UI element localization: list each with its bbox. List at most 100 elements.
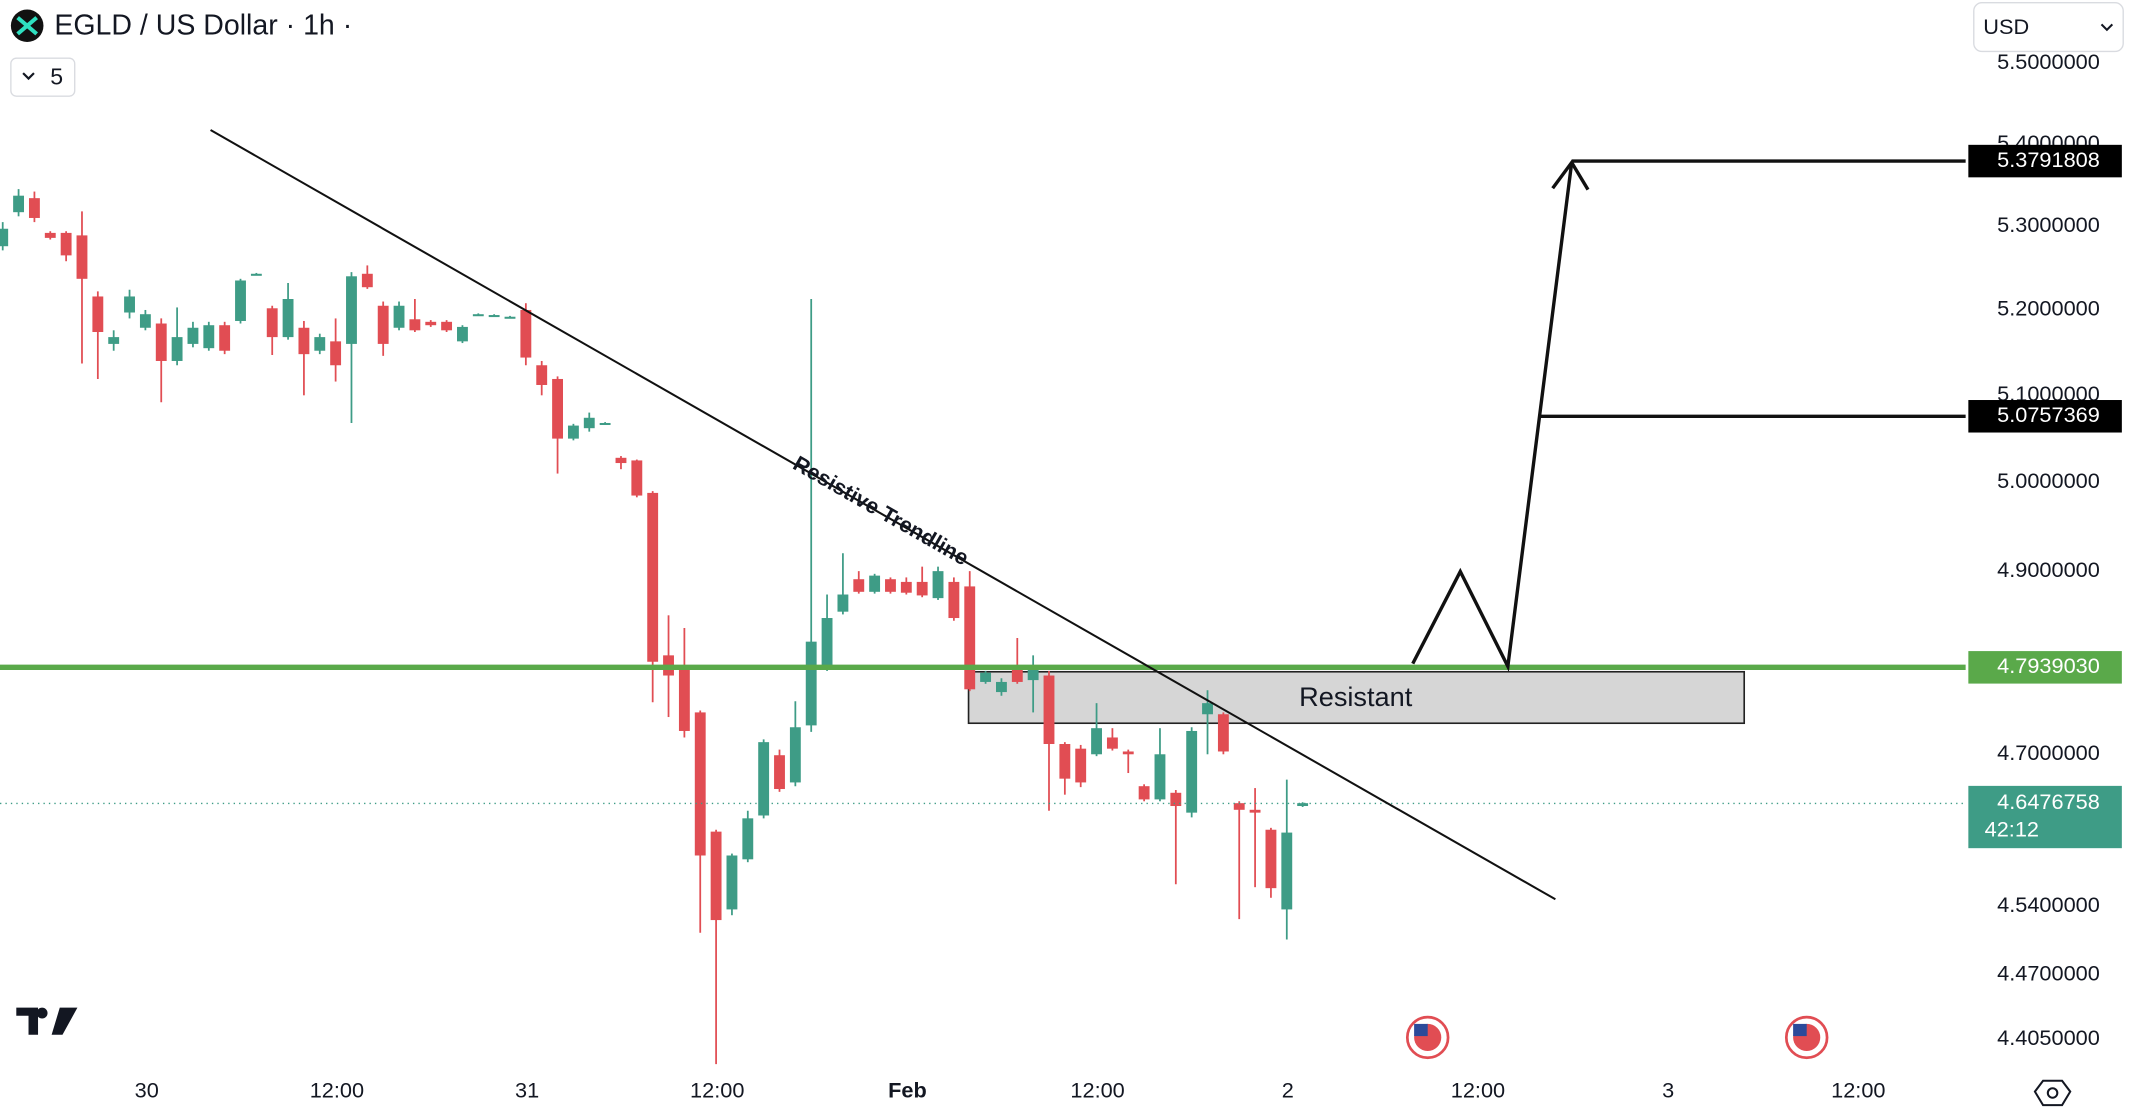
- candle-body: [0, 228, 9, 247]
- candle-body: [488, 315, 500, 318]
- candle-body: [1043, 675, 1055, 745]
- candle-body: [1091, 728, 1102, 755]
- price-label: 5.3791808: [1997, 147, 2100, 172]
- coin-icon-mark: [16, 16, 39, 36]
- currency-select[interactable]: [1973, 2, 2124, 53]
- chevron-icon: [2100, 23, 2114, 32]
- zone-label: Resistant: [1299, 681, 1413, 712]
- candle-body: [647, 492, 659, 662]
- candle-body: [282, 298, 294, 338]
- indicators-toggle[interactable]: [10, 57, 76, 97]
- candle-body: [219, 325, 231, 351]
- candle-body: [1138, 786, 1150, 800]
- x-tick-label: 12:00: [1831, 1077, 1885, 1102]
- projection-arrowhead: [1551, 159, 1590, 191]
- candle-body: [235, 280, 246, 321]
- price-label: 5.0757369: [1997, 402, 2100, 427]
- lines-layer: [0, 159, 1966, 805]
- y-tick-label: 4.4050000: [1997, 1025, 2100, 1050]
- candle-body: [346, 276, 357, 344]
- candle-body: [441, 321, 453, 331]
- candle-body: [710, 831, 722, 921]
- candle-body: [472, 314, 484, 317]
- candle-body: [742, 818, 754, 860]
- x-tick-label: 12:00: [310, 1077, 364, 1102]
- candle-body: [615, 457, 627, 464]
- candle-body: [678, 668, 690, 731]
- candle-body: [1265, 829, 1277, 889]
- candle-body: [536, 365, 548, 385]
- trendline-label: Resistive Trendline: [789, 451, 973, 571]
- y-tick-label: 4.4700000: [1997, 961, 2100, 986]
- candle-body: [92, 296, 104, 333]
- candle-body: [726, 855, 738, 910]
- x-tick-label: Feb: [888, 1077, 927, 1102]
- symbol-title: EGLD / US Dollar · 1h ·: [54, 10, 352, 42]
- candle-body: [13, 195, 25, 213]
- candle-body: [60, 232, 72, 256]
- candle-body: [837, 594, 849, 612]
- candle-body: [108, 337, 120, 344]
- candle-body: [1202, 703, 1213, 715]
- price-label: 4.7939030: [1997, 653, 2100, 678]
- y-tick-label: 5.3000000: [1997, 212, 2100, 237]
- candle-body: [583, 417, 595, 429]
- y-tick-label: 5.2000000: [1997, 296, 2100, 321]
- candle-body: [1011, 668, 1023, 682]
- event-flag: [1784, 1015, 1829, 1060]
- x-tick-label: 30: [135, 1077, 159, 1102]
- y-tick-label: 5.0000000: [1997, 468, 2100, 493]
- candle-body: [599, 422, 611, 426]
- x-tick-label: 12:00: [1070, 1077, 1124, 1102]
- chevron-icon: [22, 72, 35, 81]
- y-tick-label: 5.5000000: [1997, 49, 2100, 74]
- candles-layer: [0, 189, 1309, 1065]
- candle-body: [964, 586, 976, 690]
- candle-body: [916, 581, 928, 596]
- projection-path: [1411, 162, 1574, 673]
- candle-body: [409, 319, 421, 331]
- candle-body: [1249, 809, 1261, 813]
- candle-body: [377, 305, 389, 344]
- price-label-box: [1968, 144, 2122, 178]
- candle-body: [885, 579, 896, 592]
- price-label-box: [1968, 651, 2122, 684]
- candle-body: [805, 641, 817, 726]
- candle-body: [758, 742, 770, 816]
- price-label-box: [1968, 400, 2122, 433]
- candle-body: [187, 327, 199, 344]
- candle-body: [980, 672, 992, 682]
- currency-label: USD: [1983, 14, 2029, 39]
- event-flag: [1405, 1015, 1450, 1060]
- candle-body: [1186, 730, 1198, 813]
- candle-body: [28, 198, 40, 218]
- candle-body: [1106, 737, 1118, 749]
- candle-body: [1281, 832, 1293, 910]
- candle-body: [155, 323, 167, 361]
- x-tick-label: 3: [1662, 1077, 1674, 1102]
- candle-body: [1027, 665, 1039, 681]
- candle-body: [1217, 714, 1229, 752]
- candle-body: [457, 326, 468, 342]
- x-tick-label: 12:00: [690, 1077, 744, 1102]
- candle-body: [869, 575, 881, 592]
- candle-body: [1297, 803, 1309, 807]
- candle-body: [139, 314, 151, 328]
- candle-body: [567, 425, 579, 439]
- resistance-zone: [967, 670, 1746, 725]
- candle-body: [1233, 803, 1245, 810]
- candle-body: [948, 581, 960, 619]
- candle-body: [996, 681, 1007, 693]
- candle-body: [1122, 751, 1134, 755]
- candle-body: [504, 316, 516, 319]
- candle-body: [789, 727, 801, 783]
- candle-body: [1154, 754, 1166, 800]
- candle-body: [393, 305, 405, 328]
- brand-logo: [16, 1007, 78, 1035]
- x-tick-label: 2: [1282, 1077, 1294, 1102]
- candle-body: [1059, 744, 1071, 779]
- candle-body: [694, 712, 706, 856]
- settings-button[interactable]: [2033, 1079, 2072, 1107]
